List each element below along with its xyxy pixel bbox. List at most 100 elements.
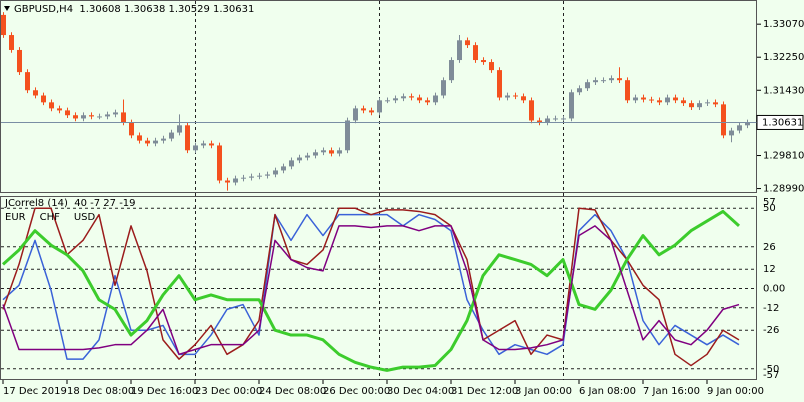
legend-entry: CHF <box>40 212 61 223</box>
candle-body <box>393 98 398 101</box>
candle-body <box>417 97 422 101</box>
candle-body <box>369 110 374 113</box>
y-tick-label: 26 <box>763 242 776 253</box>
indicator-title: JCorrel8 (14) 40 -7 27 -19 <box>4 198 136 209</box>
candle-body <box>377 100 382 113</box>
legend-entry: EUR <box>5 212 26 223</box>
y-tick-label: 1.31430 <box>763 85 804 96</box>
candle-body <box>401 96 406 99</box>
candle-body <box>89 115 94 117</box>
candle-body <box>561 118 566 120</box>
candle-body <box>273 170 278 175</box>
candle-body <box>593 80 598 83</box>
indicator-line <box>2 207 740 367</box>
y-tick-label: 50 <box>763 203 776 214</box>
candle-body <box>673 97 678 101</box>
candle-body <box>665 97 670 103</box>
candle-body <box>169 132 174 139</box>
y-tick-label: 0.00 <box>763 284 785 295</box>
y-tick-label: 1.29810 <box>763 151 804 162</box>
candle-body <box>297 157 302 161</box>
x-tick-label: 26 Dec 00:00 <box>323 386 390 397</box>
candle-body <box>441 80 446 96</box>
candle-body <box>41 95 46 103</box>
candle-body <box>249 176 254 178</box>
candle-body <box>225 180 230 183</box>
candle-body <box>617 78 622 81</box>
x-tick-label: 3 Jan 00:00 <box>515 386 572 397</box>
candle-body <box>185 125 190 151</box>
candle-body <box>193 145 198 151</box>
candle-body <box>505 95 510 98</box>
candle-body <box>625 80 630 101</box>
x-tick-label: 7 Jan 16:00 <box>643 386 700 397</box>
candle-body <box>113 112 118 115</box>
candle-body <box>25 72 30 91</box>
candle-body <box>305 155 310 158</box>
x-tick-label: 31 Dec 12:00 <box>451 386 518 397</box>
x-tick-label: 9 Jan 00:00 <box>707 386 764 397</box>
candle-body <box>353 108 358 121</box>
y-tick-label: 1.32250 <box>763 52 804 63</box>
candle-body <box>473 45 478 61</box>
x-tick-label: 18 Dec 08:00 <box>67 386 134 397</box>
candle-body <box>713 102 718 105</box>
candle-body <box>721 104 726 136</box>
legend-entry: USD <box>74 212 96 223</box>
x-tick-label: 23 Dec 00:00 <box>195 386 262 397</box>
candle-body <box>137 135 142 141</box>
candle-body <box>361 108 366 111</box>
candle-body <box>281 166 286 171</box>
candle-body <box>321 150 326 153</box>
candle-body <box>57 108 62 111</box>
candle-body <box>513 95 518 97</box>
candle-body <box>529 100 534 121</box>
candle-body <box>161 138 166 141</box>
candle-body <box>633 97 638 101</box>
candle-body <box>313 152 318 156</box>
x-tick-label: 17 Dec 2019 <box>3 386 67 397</box>
candle-body <box>289 160 294 167</box>
candle-body <box>233 178 238 183</box>
candle-body <box>729 130 734 136</box>
y-tick-label: 1.33070 <box>763 19 804 30</box>
current-price-label: 1.30631 <box>762 117 803 128</box>
candle-body <box>409 96 414 98</box>
x-tick-label: 24 Dec 08:00 <box>259 386 326 397</box>
candle-body <box>337 150 342 154</box>
y-tick-label: 1.28990 <box>763 184 804 195</box>
candle-body <box>705 102 710 104</box>
x-tick-label: 6 Jan 08:00 <box>579 386 636 397</box>
candle-body <box>105 114 110 117</box>
x-tick-label: 30 Dec 04:00 <box>387 386 454 397</box>
candle-body <box>217 145 222 181</box>
indicator-line <box>1 209 741 372</box>
candle-body <box>553 118 558 120</box>
candle-body <box>433 95 438 103</box>
candle-body <box>329 150 334 154</box>
y-tick-label: -57 <box>763 370 779 381</box>
candle-body <box>489 62 494 71</box>
candle-body <box>585 82 590 89</box>
candle-body <box>737 125 742 131</box>
candle-body <box>65 110 70 116</box>
candle-body <box>657 100 662 103</box>
candle-body <box>641 97 646 100</box>
candle-body <box>745 122 750 126</box>
candle-body <box>545 118 550 123</box>
indicator-panel <box>0 196 757 380</box>
x-tick-label: 19 Dec 16:00 <box>131 386 198 397</box>
candle-body <box>609 78 614 81</box>
candle-body <box>457 40 462 61</box>
y-tick-label: -50 <box>763 364 779 375</box>
candle-body <box>601 80 606 82</box>
candle-body <box>425 100 430 103</box>
candle-body <box>689 103 694 108</box>
indicator-line <box>2 225 740 356</box>
price-panel <box>0 0 757 193</box>
candle-body <box>569 92 574 119</box>
menu-icon[interactable] <box>4 6 10 11</box>
candle-body <box>345 120 350 151</box>
